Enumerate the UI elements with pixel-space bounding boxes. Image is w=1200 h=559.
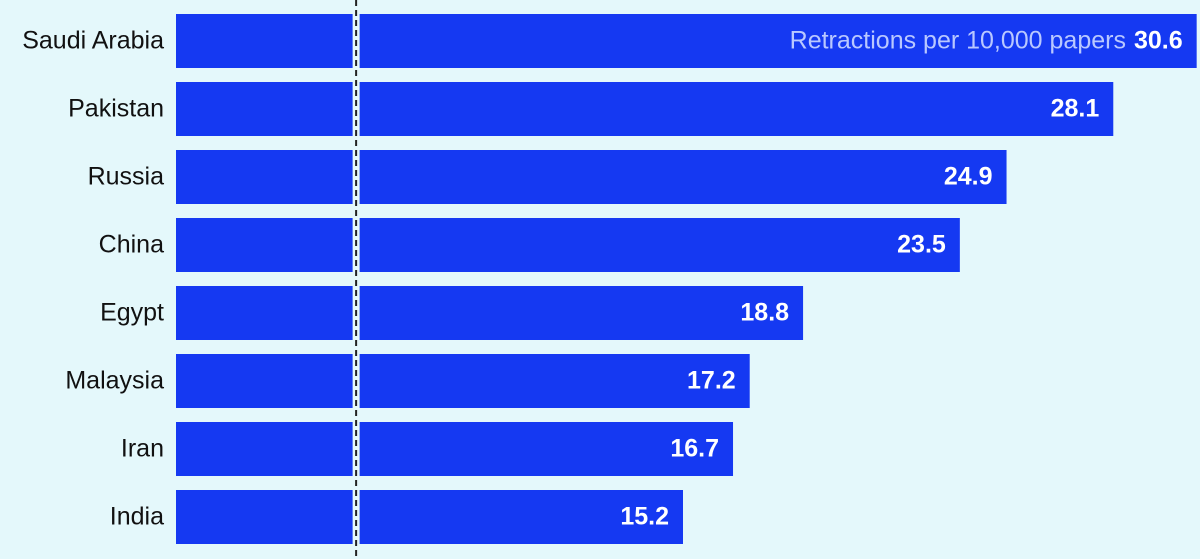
category-label: China [99, 231, 164, 259]
bar [176, 490, 683, 544]
category-label: Pakistan [68, 95, 164, 123]
value-label: 17.2 [687, 367, 736, 395]
category-label: India [110, 503, 164, 531]
bar [176, 218, 960, 272]
value-label: 30.6 [1134, 27, 1183, 55]
value-label: 24.9 [944, 163, 993, 191]
category-label: Iran [121, 435, 164, 463]
value-label: 16.7 [670, 435, 719, 463]
bar [176, 150, 1007, 204]
value-label: 18.8 [740, 299, 789, 327]
category-label: Egypt [100, 299, 164, 327]
bar [176, 82, 1114, 136]
category-label: Russia [88, 163, 165, 191]
bar [176, 422, 734, 476]
value-label: 23.5 [897, 231, 946, 259]
value-label: 28.1 [1051, 95, 1100, 123]
bar [176, 286, 804, 340]
category-label: Malaysia [65, 367, 164, 395]
annotation: Retractions per 10,000 papers [790, 27, 1126, 55]
bar [176, 14, 1197, 68]
bar [176, 354, 750, 408]
category-label: Saudi Arabia [22, 27, 164, 55]
value-label: 15.2 [620, 503, 669, 531]
